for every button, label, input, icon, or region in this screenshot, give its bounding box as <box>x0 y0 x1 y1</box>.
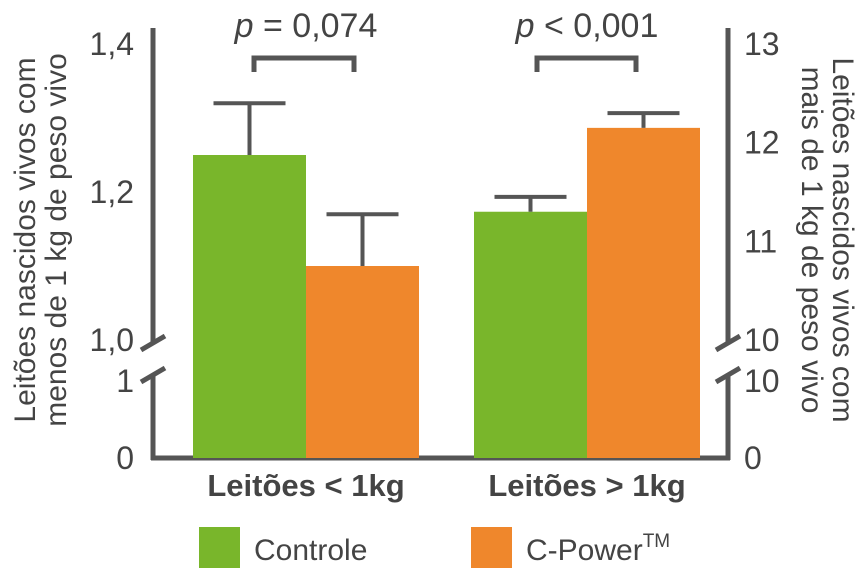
left-axis-break-mark-1 <box>139 333 167 353</box>
significance-bracket-2 <box>534 55 639 72</box>
bar-controle-group-2 <box>474 211 587 458</box>
p-value-annotation-2: p < 0,001 <box>515 7 659 45</box>
left-tick-label-lower-1: 1 <box>116 363 134 399</box>
right-tick-label-lower-10: 10 <box>744 363 780 399</box>
right-tick-label-3: 11 <box>744 223 777 259</box>
left-tick-label-lower-0: 0 <box>116 440 134 476</box>
right-axis-break-mark-1 <box>714 333 742 353</box>
right-axis-break-mark-2 <box>714 365 742 385</box>
significance-bracket-1 <box>251 55 357 72</box>
legend-swatch-controle <box>199 527 240 568</box>
bar-cpower-group-1 <box>306 266 419 458</box>
category-label-1: Leitões < 1kg <box>207 468 404 503</box>
left-axis-title-line1: Leitões nascidos vivos com <box>9 57 42 422</box>
left-tick-label-2: 1,2 <box>90 174 134 210</box>
bar-cpower-group-2 <box>587 127 700 458</box>
right-tick-label-4: 10 <box>744 322 780 358</box>
left-axis-break-mark-2 <box>139 365 167 385</box>
legend-label-controle: Controle <box>254 534 367 567</box>
left-tick-label-1: 1,4 <box>90 26 134 62</box>
right-tick-label-lower-0: 0 <box>744 440 762 476</box>
left-axis-title-line2: menos de 1 kg de peso vivo <box>40 53 73 427</box>
legend-swatch-cpower <box>471 527 512 568</box>
right-axis-title-line1: Leitões nascidos vivos com <box>826 57 859 422</box>
error-bars <box>213 101 680 266</box>
legend-label-cpower: C-PowerTM <box>526 531 670 567</box>
significance-brackets <box>251 55 639 72</box>
right-axis-title-line2: mais de 1 kg de peso vivo <box>795 67 828 414</box>
p-value-annotation-1: p = 0,074 <box>234 7 378 45</box>
bar-controle-group-1 <box>193 155 306 458</box>
legend: Controle C-PowerTM <box>199 527 670 568</box>
right-tick-label-1: 13 <box>744 26 780 62</box>
bars <box>193 127 700 458</box>
category-label-2: Leitões > 1kg <box>488 468 685 503</box>
left-tick-label-3: 1,0 <box>90 322 134 358</box>
right-tick-label-2: 12 <box>744 125 780 161</box>
